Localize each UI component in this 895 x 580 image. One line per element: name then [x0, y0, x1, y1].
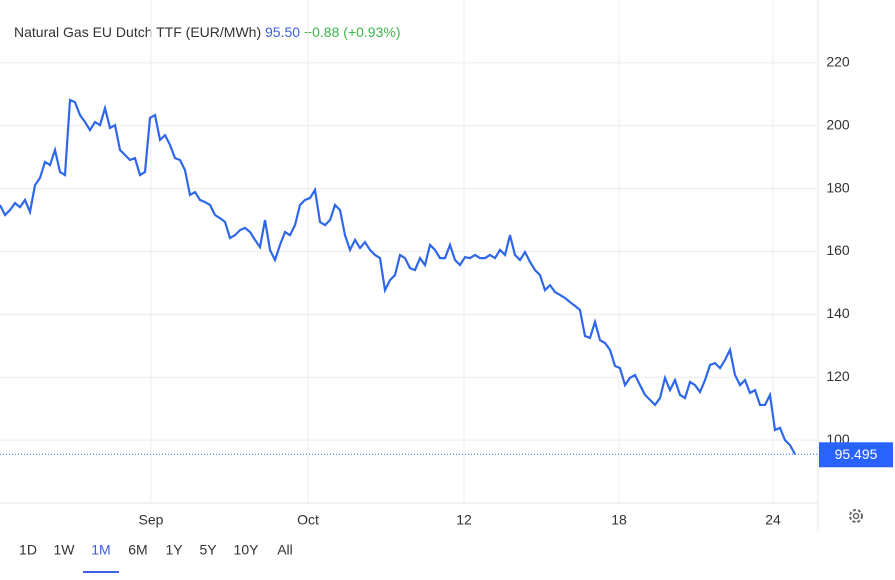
range-button[interactable]: 1M [91, 542, 110, 558]
range-button[interactable]: 10Y [234, 542, 260, 558]
y-tick-label: 160 [826, 242, 850, 258]
range-button[interactable]: All [277, 542, 293, 558]
instrument-name: Natural Gas EU Dutch TTF (EUR/MWh) [14, 24, 261, 40]
last-price-label: 95.495 [835, 446, 878, 462]
change-percent: (+0.93%) [343, 24, 400, 40]
last-price-tag [819, 442, 893, 468]
y-tick-label: 200 [826, 116, 850, 132]
x-tick-label: 12 [456, 512, 472, 528]
range-button[interactable]: 1D [19, 542, 37, 558]
price-line [0, 98, 796, 455]
x-tick-label: 18 [611, 512, 627, 528]
range-button[interactable]: 1W [54, 542, 76, 558]
range-button[interactable]: 1Y [165, 542, 183, 558]
settings-icon[interactable] [849, 509, 863, 523]
price: 95.50 [265, 24, 300, 40]
range-underline [83, 571, 119, 573]
y-tick-label: 180 [826, 179, 850, 195]
x-tick-label: Sep [139, 512, 164, 528]
range-button[interactable]: 5Y [199, 542, 217, 558]
y-tick-label: 120 [826, 368, 850, 384]
y-tick-label: 140 [826, 305, 850, 321]
change: +0.88 [304, 24, 340, 40]
x-tick-label: 24 [765, 512, 781, 528]
y-tick-label: 220 [826, 54, 850, 70]
range-button[interactable]: 6M [128, 542, 147, 558]
chart-title: Natural Gas EU Dutch TTF (EUR/MWh) 95.50… [14, 24, 400, 40]
x-tick-label: Oct [297, 512, 319, 528]
